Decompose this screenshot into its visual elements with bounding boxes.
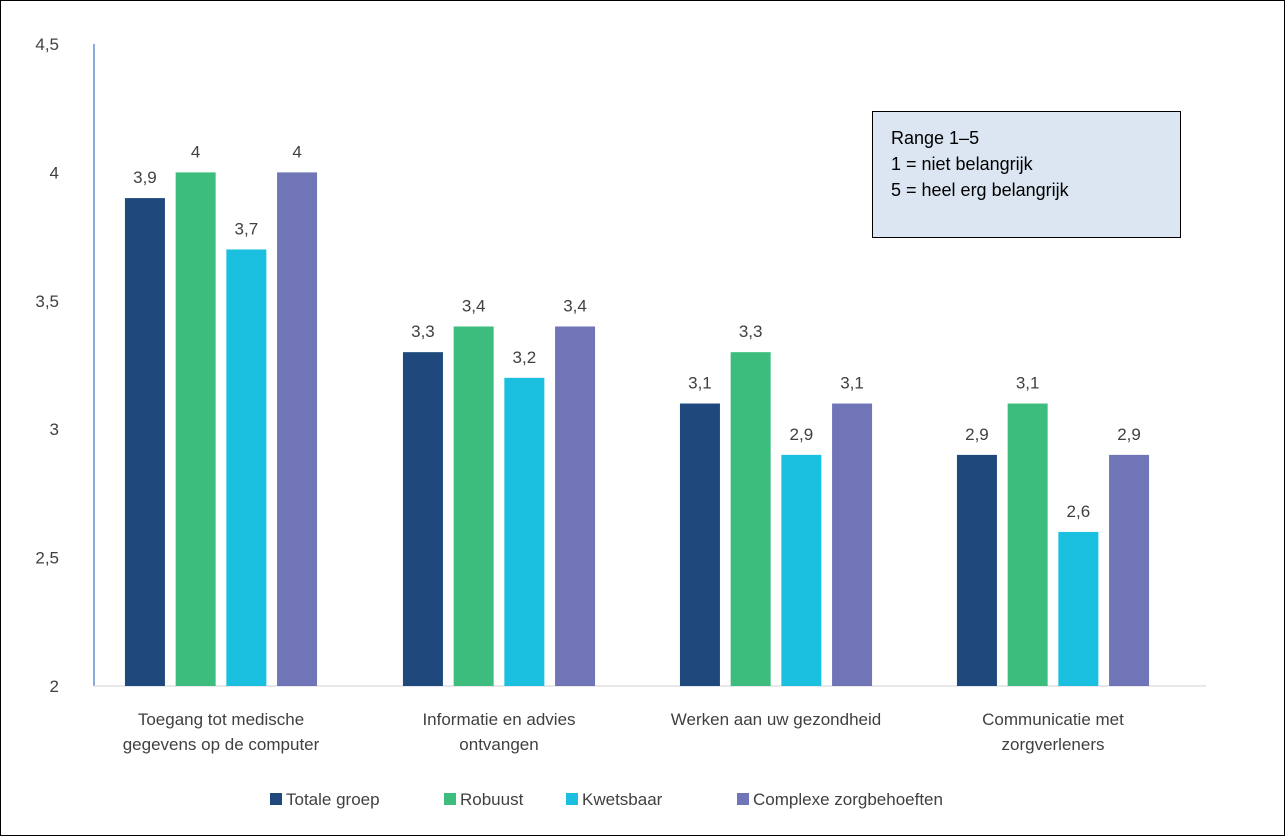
y-tick-label: 4 (50, 163, 59, 182)
bar (555, 326, 596, 686)
category-label: ontvangen (459, 735, 538, 754)
legend-swatch (566, 793, 578, 805)
y-tick-label: 2 (50, 677, 59, 696)
bar (1058, 531, 1099, 686)
annotation-line-3: 5 = heel erg belangrijk (891, 180, 1069, 200)
data-label: 2,9 (1117, 425, 1141, 444)
bar (730, 352, 771, 686)
annotation-line-1: Range 1–5 (891, 128, 980, 148)
bar (679, 403, 720, 686)
category-label: gegevens op de computer (123, 735, 320, 754)
category-label: zorgverleners (1002, 735, 1105, 754)
category-label: Werken aan uw gezondheid (671, 710, 881, 729)
data-label: 3,2 (513, 348, 537, 367)
data-label: 3,4 (462, 296, 486, 315)
legend-label: Complexe zorgbehoeften (753, 790, 943, 809)
bar (781, 454, 822, 686)
data-label: 3,9 (133, 168, 157, 187)
y-tick-label: 3,5 (35, 292, 59, 311)
data-label: 3,3 (411, 322, 435, 341)
data-label: 4 (292, 142, 301, 161)
bar (504, 377, 545, 686)
legend-label: Totale groep (286, 790, 380, 809)
y-tick-label: 2,5 (35, 549, 59, 568)
data-label: 3,3 (739, 322, 763, 341)
bar (277, 172, 318, 686)
legend-label: Kwetsbaar (582, 790, 663, 809)
data-label: 3,4 (563, 296, 587, 315)
data-label: 2,9 (965, 425, 989, 444)
data-label: 4 (191, 142, 200, 161)
bar (453, 326, 494, 686)
bars (124, 172, 1150, 686)
range-annotation-box: Range 1–5 1 = niet belangrijk 5 = heel e… (872, 111, 1181, 238)
legend: Totale groep Robuust Kwetsbaar Complexe zor… (270, 790, 943, 809)
data-label: 3,1 (1016, 374, 1040, 393)
bar (956, 454, 997, 686)
data-label: 2,9 (790, 425, 814, 444)
y-tick-label: 4,5 (35, 35, 59, 54)
bar (1007, 403, 1048, 686)
category-label: Communicatie met (982, 710, 1124, 729)
legend-swatch (270, 793, 282, 805)
category-label: Informatie en advies (422, 710, 575, 729)
bar (124, 198, 165, 686)
y-tick-label: 3 (50, 420, 59, 439)
bar (832, 403, 873, 686)
annotation-line-2: 1 = niet belangrijk (891, 154, 1033, 174)
data-label: 3,1 (840, 374, 864, 393)
legend-swatch (737, 793, 749, 805)
data-label: 3,7 (235, 219, 259, 238)
data-label: 3,1 (688, 374, 712, 393)
bar (226, 249, 267, 686)
category-labels: Toegang tot medische gegevens op de compu… (123, 710, 1124, 754)
category-label: Toegang tot medische (138, 710, 304, 729)
y-tick-labels: 2 2,5 3 3,5 4 4,5 (35, 35, 59, 696)
data-label: 2,6 (1067, 502, 1091, 521)
bar (175, 172, 216, 686)
bar (402, 352, 443, 686)
data-labels: 3,9 3,3 3,1 2,9 4 3,4 3,3 3,1 3,7 3,2 2,9 2,6 4 3,4 3,… (133, 142, 1141, 521)
legend-label: Robuust (460, 790, 524, 809)
legend-swatch (444, 793, 456, 805)
bar (1109, 454, 1150, 686)
